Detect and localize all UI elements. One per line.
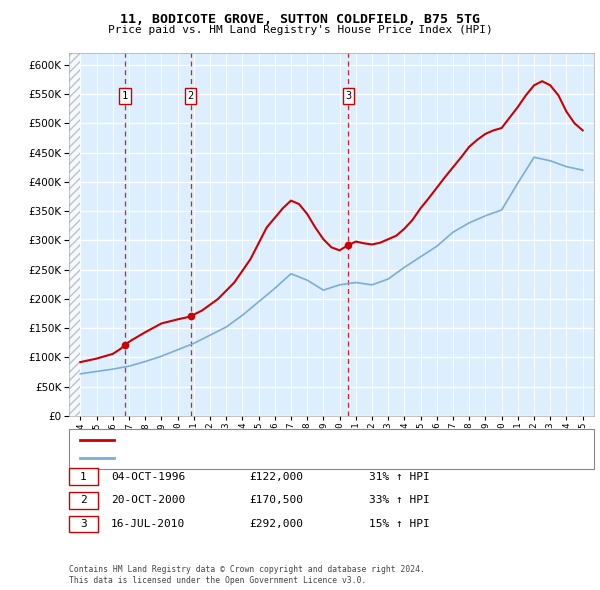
Text: Price paid vs. HM Land Registry's House Price Index (HPI): Price paid vs. HM Land Registry's House …: [107, 25, 493, 35]
Text: 3: 3: [345, 91, 352, 101]
Text: 3: 3: [80, 519, 87, 529]
Text: Contains HM Land Registry data © Crown copyright and database right 2024.: Contains HM Land Registry data © Crown c…: [69, 565, 425, 574]
Text: 1: 1: [122, 91, 128, 101]
Text: 2: 2: [187, 91, 194, 101]
Text: £170,500: £170,500: [249, 496, 303, 505]
Text: 11, BODICOTE GROVE, SUTTON COLDFIELD, B75 5TG: 11, BODICOTE GROVE, SUTTON COLDFIELD, B7…: [120, 13, 480, 26]
Text: £292,000: £292,000: [249, 519, 303, 529]
Text: 2: 2: [80, 496, 87, 505]
Text: HPI: Average price, detached house, Birmingham: HPI: Average price, detached house, Birm…: [120, 453, 367, 463]
Text: 20-OCT-2000: 20-OCT-2000: [111, 496, 185, 505]
Bar: [69, 53, 80, 416]
Text: £122,000: £122,000: [249, 472, 303, 481]
Text: 1: 1: [80, 472, 87, 481]
Text: 04-OCT-1996: 04-OCT-1996: [111, 472, 185, 481]
Text: 11, BODICOTE GROVE, SUTTON COLDFIELD, B75 5TG (detached house): 11, BODICOTE GROVE, SUTTON COLDFIELD, B7…: [120, 435, 453, 445]
Text: This data is licensed under the Open Government Licence v3.0.: This data is licensed under the Open Gov…: [69, 576, 367, 585]
Text: 16-JUL-2010: 16-JUL-2010: [111, 519, 185, 529]
Text: 31% ↑ HPI: 31% ↑ HPI: [369, 472, 430, 481]
Text: 15% ↑ HPI: 15% ↑ HPI: [369, 519, 430, 529]
Text: 33% ↑ HPI: 33% ↑ HPI: [369, 496, 430, 505]
